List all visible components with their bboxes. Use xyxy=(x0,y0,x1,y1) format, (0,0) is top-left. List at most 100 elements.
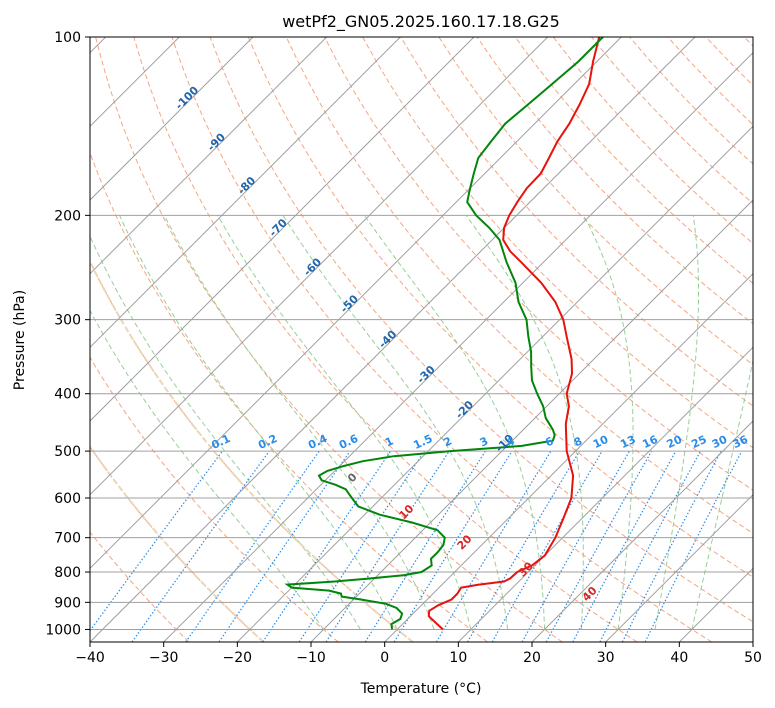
mixing-ratio-line xyxy=(621,450,722,642)
x-tick-label: 20 xyxy=(523,650,541,666)
dry-adiabat xyxy=(247,37,753,578)
thick-dry-adiabat xyxy=(90,445,265,642)
mixing-ratio-line xyxy=(435,450,552,642)
moist-adiabat xyxy=(119,215,398,630)
isotherm-label: -70 xyxy=(267,216,290,239)
y-tick-label: 1000 xyxy=(45,622,81,638)
chart-title: wetPf2_GN05.2025.160.17.18.G25 xyxy=(282,12,560,32)
mixing-ratio-label: 1 xyxy=(383,434,395,449)
isotherm xyxy=(90,37,328,275)
x-tick-label: −20 xyxy=(223,650,253,666)
mixing-ratio-label: 3 xyxy=(478,434,490,449)
mixing-ratio-line xyxy=(364,450,486,642)
isotherm xyxy=(752,641,753,642)
mixing-ratio-line xyxy=(298,450,425,642)
isotherm xyxy=(531,420,753,642)
mixing-ratio-line xyxy=(466,450,580,642)
grid-lines xyxy=(90,37,753,642)
moist-adiabat xyxy=(90,235,361,630)
dry-adiabat xyxy=(438,37,753,366)
dry-adiabat xyxy=(552,37,753,244)
mixing-ratio-line xyxy=(131,450,270,642)
x-tick-label: −30 xyxy=(149,650,179,666)
mixing-ratio-line xyxy=(644,450,743,642)
mixing-ratio-label: 20 xyxy=(665,433,685,451)
profile-lines xyxy=(284,37,604,631)
x-axis-label: Temperature (°C) xyxy=(360,681,482,697)
x-tick-label: −10 xyxy=(296,650,326,666)
x-tick-label: 50 xyxy=(744,650,762,666)
isotherm-label: -100 xyxy=(173,83,202,112)
mixing-ratio-label: 0.1 xyxy=(209,432,232,452)
adiabat-label: 0 xyxy=(345,470,360,485)
x-tick-label: −40 xyxy=(75,650,105,666)
dry-adiabat xyxy=(514,37,753,285)
isotherm xyxy=(605,493,753,642)
isotherm xyxy=(90,37,401,349)
moist-adiabat xyxy=(90,309,324,630)
dry-adiabat xyxy=(705,37,753,87)
isotherm-label: -90 xyxy=(205,130,228,153)
mixing-ratio-line xyxy=(572,450,677,642)
y-tick-label: 200 xyxy=(54,208,81,224)
dewpoint-line xyxy=(284,37,604,630)
y-tick-label: 500 xyxy=(54,444,81,460)
mixing-ratio-line xyxy=(393,450,513,642)
dry-adiabat xyxy=(591,37,753,205)
moist-adiabat xyxy=(691,358,753,630)
thick-dry-adiabat xyxy=(90,259,414,642)
dry-adiabat xyxy=(90,531,190,642)
moist-adiabat xyxy=(282,215,509,630)
mixing-ratio-label: 2 xyxy=(442,434,454,449)
isotherm xyxy=(90,37,254,201)
isotherm-label: -30 xyxy=(414,363,437,386)
isotherm xyxy=(90,37,696,642)
moist-adiabat xyxy=(217,215,472,630)
isotherm xyxy=(384,272,753,642)
moist-adiabat xyxy=(654,215,699,630)
temperature-line xyxy=(427,37,601,631)
isotherm xyxy=(90,37,475,422)
isotherm-label: -80 xyxy=(235,174,258,197)
isotherm-label: -60 xyxy=(301,255,324,278)
dry-adiabat xyxy=(400,37,753,407)
mixing-ratio-label: 0.4 xyxy=(306,432,329,452)
dry-adiabat xyxy=(209,37,753,623)
dry-adiabat xyxy=(95,37,563,642)
mixing-ratio-label: 36 xyxy=(731,433,751,451)
mixing-ratio-line xyxy=(218,450,351,642)
isotherm xyxy=(90,37,622,570)
dry-adiabat xyxy=(324,37,753,491)
mixing-ratio-label: 13 xyxy=(618,433,637,451)
x-tick-label: 30 xyxy=(597,650,615,666)
isotherm xyxy=(236,125,753,642)
mixing-ratio-label: 8 xyxy=(572,434,584,449)
isotherm xyxy=(163,51,753,642)
mixing-ratio-line xyxy=(325,450,450,642)
dry-adiabat xyxy=(133,37,638,642)
x-axis: −40 −30 −20 −10 0 10 20 30 40 50 xyxy=(75,642,762,666)
y-tick-label: 900 xyxy=(54,595,81,611)
dry-adiabat xyxy=(90,260,414,642)
y-tick-label: 700 xyxy=(54,531,81,547)
isotherm-label: -50 xyxy=(338,292,361,315)
y-tick-label: 100 xyxy=(54,30,81,46)
mixing-ratio-line xyxy=(521,450,631,642)
dry-adiabat xyxy=(743,37,753,47)
dry-adiabat xyxy=(90,356,339,642)
x-tick-label: 10 xyxy=(449,650,467,666)
x-tick-label: 0 xyxy=(380,650,389,666)
dry-adiabat xyxy=(667,37,753,126)
y-axis-label: Pressure (hPa) xyxy=(12,290,28,390)
y-tick-label: 800 xyxy=(54,565,81,581)
isotherm xyxy=(457,346,753,642)
y-tick-label: 400 xyxy=(54,387,81,403)
mixing-ratio-line xyxy=(262,450,392,642)
mixing-ratio-label: 25 xyxy=(689,433,708,451)
mixing-ratio-line xyxy=(185,450,320,642)
moist-adiabat xyxy=(583,215,634,630)
y-tick-label: 600 xyxy=(54,491,81,507)
mixing-ratio-label: 30 xyxy=(710,433,730,451)
dry-adiabat xyxy=(90,151,488,642)
